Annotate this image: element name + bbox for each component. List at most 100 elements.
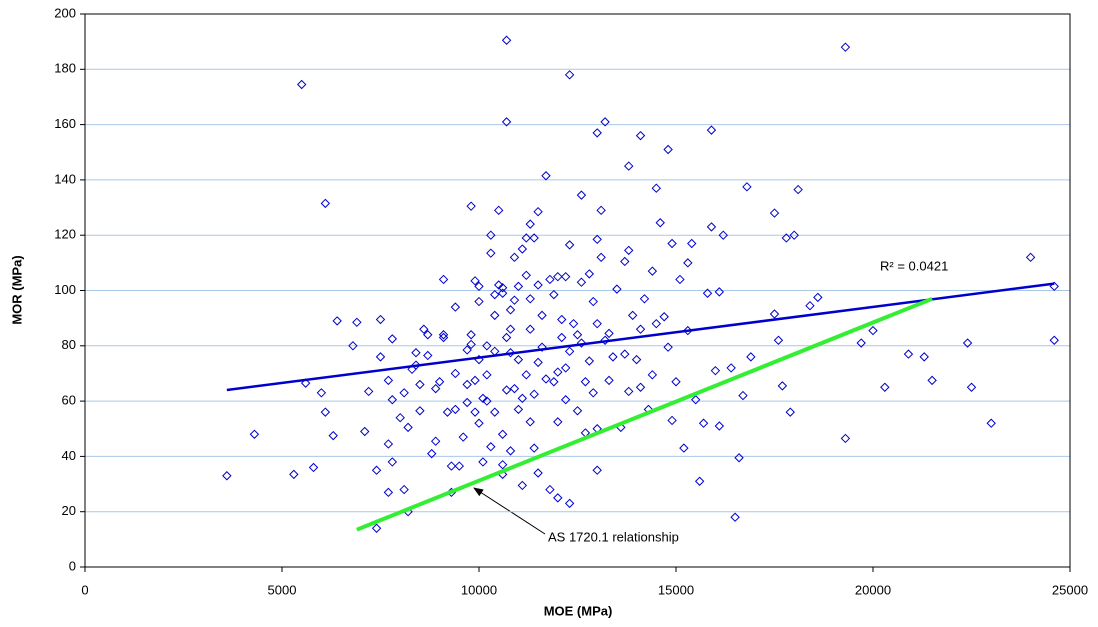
data-point [411,360,421,370]
data-point [966,382,977,392]
data-point [659,312,669,322]
data-point [777,381,788,391]
data-point [438,332,449,343]
data-point [698,418,709,428]
data-point [450,368,461,379]
data-point [903,349,914,359]
data-point [564,498,575,509]
data-point [537,310,547,321]
data-point [986,418,996,428]
data-point [769,208,780,218]
data-point [423,330,433,340]
data-point [462,379,472,390]
data-point [296,79,307,90]
y-tick-label: 140 [54,171,76,186]
data-point [466,339,476,350]
data-point [505,324,516,334]
data-point [387,395,398,405]
data-point [517,393,528,404]
data-point [769,309,780,319]
data-point [474,281,484,292]
data-point [742,182,752,192]
y-tick-label: 160 [54,116,76,131]
data-point [962,338,973,348]
data-point [840,42,851,52]
data-point [718,230,728,240]
data-point [592,128,602,138]
x-tick-label: 10000 [461,582,497,597]
trend-line [226,282,1055,392]
data-point [525,324,535,334]
data-point [706,222,717,232]
data-point [553,271,563,282]
data-point [533,357,543,368]
data-point [549,289,559,300]
data-point [316,388,327,398]
annotation-label: AS 1720.1 relationship [548,529,679,544]
data-point [415,379,425,390]
data-point [635,382,646,392]
data-point [505,348,516,358]
data-point [596,205,606,216]
data-point [383,375,394,386]
data-point [608,352,618,362]
data-point [509,252,520,263]
data-point [805,300,815,311]
data-point [300,378,311,388]
data-point [683,258,693,268]
y-axis-title: MOR (MPa) [9,255,24,324]
data-point [671,377,681,387]
data-point [702,288,713,298]
data-point [647,370,658,380]
data-point [647,266,658,276]
data-point [320,198,331,209]
data-point [631,354,642,365]
data-point [600,117,610,127]
data-point [474,418,484,428]
data-point [399,388,409,398]
data-point [375,352,386,362]
data-point [564,346,575,357]
data-point [249,429,260,439]
data-point [328,430,338,441]
data-point [1049,335,1059,345]
data-point [730,512,740,522]
data-point [486,230,496,240]
data-point [521,370,531,380]
data-point [663,144,673,155]
data-point [501,385,512,395]
data-point [635,324,646,334]
data-point [490,289,500,300]
data-point [490,310,500,321]
data-point [383,487,394,498]
data-point [493,280,504,290]
data-point [580,377,591,387]
data-point [840,433,851,444]
data-point [576,338,587,348]
data-point [529,389,539,399]
data-point [553,367,563,377]
data-point [572,406,583,416]
data-point [450,302,461,312]
x-tick-label: 5000 [268,582,297,597]
data-point [545,274,555,285]
data-point [352,317,362,328]
data-point [627,310,638,321]
data-point [513,404,524,415]
data-point [509,383,520,394]
data-point [517,244,528,254]
data-point [332,316,342,326]
data-point [620,256,630,267]
data-point [679,443,689,453]
data-point [588,296,598,307]
data-point [635,130,646,141]
data-point [497,283,508,293]
data-point [395,412,405,423]
data-point [419,324,429,334]
x-axis-title: MOE (MPa) [544,603,613,618]
data-point [371,523,382,533]
data-point [710,365,721,376]
data-point [553,417,563,427]
data-point [694,476,705,486]
y-tick-label: 40 [62,448,76,463]
